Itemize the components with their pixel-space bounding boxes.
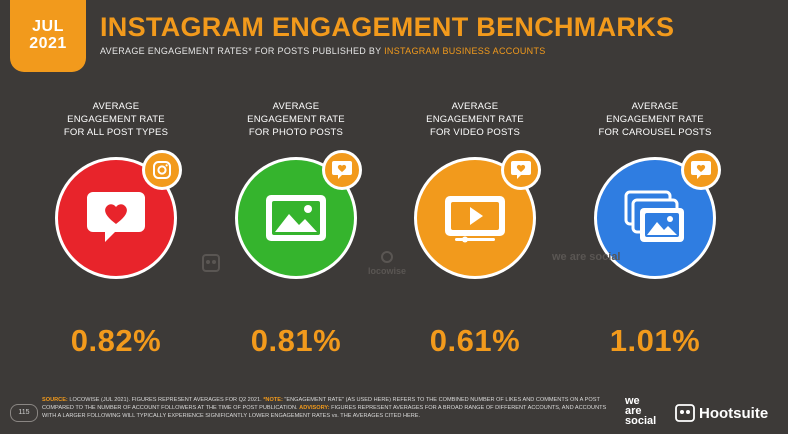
engagement-badge [501, 150, 541, 190]
note-label: *NOTE: [263, 397, 283, 403]
instagram-badge [142, 150, 182, 190]
footer: 115 SOURCE: LOCOWISE (JUL 2021). FIGURES… [0, 392, 788, 434]
ws-line: are [625, 405, 642, 417]
label-line: FOR CAROUSEL POSTS [598, 127, 712, 138]
engagement-badge [322, 150, 362, 190]
label-line: ENGAGEMENT RATE [247, 114, 345, 125]
metric-label: AVERAGE ENGAGEMENT RATE FOR CAROUSEL POS… [580, 100, 730, 142]
label-line: FOR PHOTO POSTS [248, 127, 344, 138]
video-play-icon [445, 196, 505, 243]
metric-label: AVERAGE ENGAGEMENT RATE FOR VIDEO POSTS [400, 100, 550, 142]
metric-video-posts: AVERAGE ENGAGEMENT RATE FOR VIDEO POSTS … [400, 100, 550, 359]
heart-speech-icon [691, 161, 711, 179]
date-tab: JUL 2021 [10, 0, 86, 72]
label-line: ENGAGEMENT RATE [426, 114, 524, 125]
page-title: INSTAGRAM ENGAGEMENT BENCHMARKS [100, 12, 675, 42]
note-text: "ENGAGEMENT RATE" (AS USED HERE) REFERS … [42, 397, 600, 411]
source-text: LOCOWISE (JUL 2021). FIGURES REPRESENT A… [67, 397, 264, 403]
owl-icon [675, 404, 695, 422]
label-line: ENGAGEMENT RATE [67, 114, 165, 125]
heart-speech-icon [511, 161, 531, 179]
hootsuite-text: Hootsuite [699, 404, 769, 422]
label-line: AVERAGE [631, 101, 679, 112]
metric-value: 0.81% [250, 323, 342, 358]
locowise-pin-icon [381, 251, 393, 263]
subtitle-highlight: INSTAGRAM BUSINESS ACCOUNTS [384, 46, 546, 56]
owl-watermark-icon [200, 252, 222, 276]
metric-all-posts: AVERAGE ENGAGEMENT RATE FOR ALL POST TYP… [41, 100, 191, 359]
label-line: AVERAGE [92, 101, 140, 112]
heart-speech-icon [87, 192, 145, 242]
source-label: SOURCE: [42, 397, 68, 403]
metric-circle [235, 150, 362, 279]
photo-icon [266, 195, 326, 241]
advisory-text: FIGURES REPRESENT AVERAGES FOR A BROAD R… [42, 405, 607, 419]
metric-value: 1.01% [609, 323, 701, 358]
label-line: FOR VIDEO POSTS [429, 127, 521, 138]
carousel-icon [624, 190, 684, 242]
engagement-badge [681, 150, 721, 190]
metric-carousel-posts: AVERAGE ENGAGEMENT RATE FOR CAROUSEL POS… [580, 100, 730, 359]
subtitle-text: AVERAGE ENGAGEMENT RATES* FOR POSTS PUBL… [100, 46, 385, 56]
instagram-icon [153, 161, 171, 179]
source-note: SOURCE: LOCOWISE (JUL 2021). FIGURES REP… [42, 396, 607, 420]
label-line: AVERAGE [451, 101, 499, 112]
metric-circle [414, 150, 541, 279]
label-line: FOR ALL POST TYPES [63, 127, 169, 138]
ws-line: we [625, 395, 640, 407]
label-line: AVERAGE [272, 101, 320, 112]
ws-line: social [625, 415, 657, 427]
locowise-watermark: locowise [368, 250, 406, 276]
metric-value: 0.61% [429, 323, 521, 358]
metric-photo-posts: AVERAGE ENGAGEMENT RATE FOR PHOTO POSTS … [221, 100, 371, 359]
page-subtitle: AVERAGE ENGAGEMENT RATES* FOR POSTS PUBL… [100, 46, 546, 56]
advisory-label: ADVISORY: [299, 405, 330, 411]
metric-circle [55, 150, 182, 279]
hootsuite-logo: Hootsuite [675, 404, 768, 422]
locowise-text: locowise [368, 266, 407, 276]
heart-speech-icon [332, 161, 352, 179]
we-are-social-logo: we are social [625, 395, 657, 427]
metric-label: AVERAGE ENGAGEMENT RATE FOR PHOTO POSTS [221, 100, 371, 142]
date-month: JUL [32, 18, 64, 36]
we-are-social-watermark: we are social [552, 251, 621, 263]
label-line: ENGAGEMENT RATE [606, 114, 704, 125]
metric-label: AVERAGE ENGAGEMENT RATE FOR ALL POST TYP… [41, 100, 191, 142]
page-number: 115 [10, 404, 38, 422]
date-year: 2021 [29, 35, 67, 52]
metric-value: 0.82% [70, 323, 162, 358]
metric-circle [594, 150, 721, 279]
